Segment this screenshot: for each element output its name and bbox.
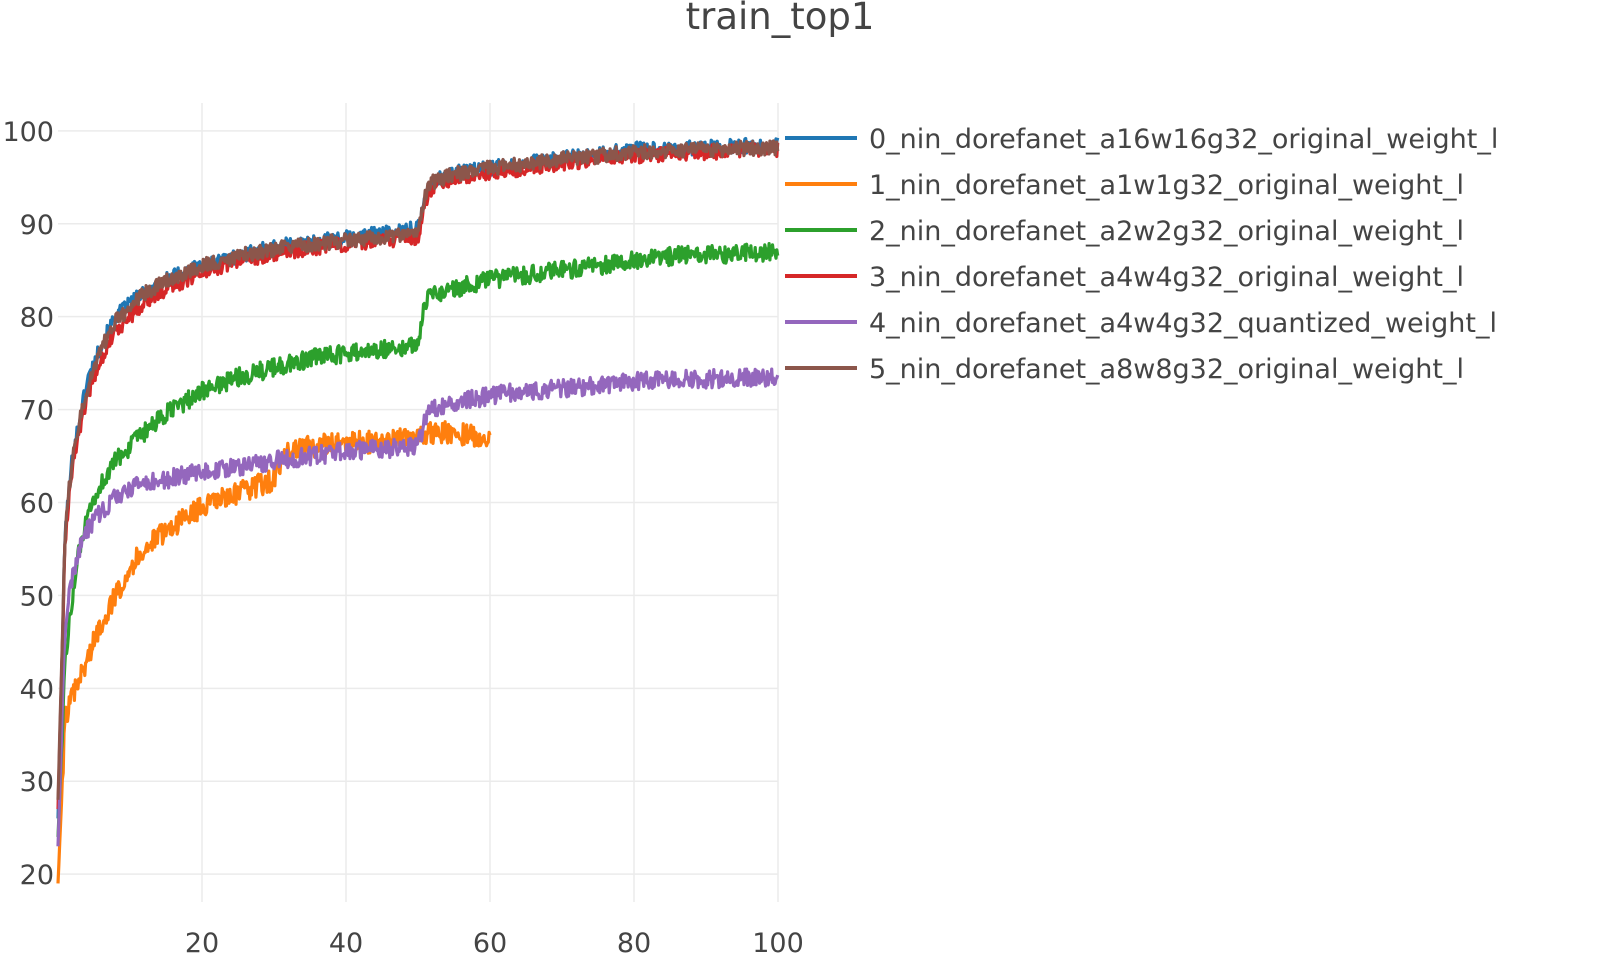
y-tick-label: 70	[20, 396, 54, 427]
x-tick-label: 100	[752, 928, 804, 959]
y-tick-label: 30	[20, 767, 54, 798]
y-tick-label: 100	[2, 117, 54, 148]
legend-label: 5_nin_dorefanet_a8w8g32_original_weight_…	[869, 354, 1464, 385]
y-tick-label: 80	[20, 303, 54, 334]
x-tick-label: 60	[473, 928, 507, 959]
y-tick-label: 20	[20, 860, 54, 891]
series-lines	[56, 136, 780, 884]
legend-item[interactable]: 2_nin_dorefanet_a2w2g32_original_weight_…	[785, 216, 1464, 247]
y-tick-label: 90	[20, 210, 54, 241]
x-tick-label: 20	[185, 928, 219, 959]
legend[interactable]: 0_nin_dorefanet_a16w16g32_original_weigh…	[785, 124, 1498, 385]
legend-item[interactable]: 3_nin_dorefanet_a4w4g32_original_weight_…	[785, 262, 1464, 293]
x-axis: 20 40 60 80 100	[185, 928, 804, 959]
y-tick-label: 40	[20, 674, 54, 705]
series-line-5	[56, 139, 780, 800]
series-line-4	[56, 367, 780, 847]
y-tick-label: 60	[20, 489, 54, 520]
legend-label: 1_nin_dorefanet_a1w1g32_original_weight_…	[869, 170, 1464, 201]
legend-label: 3_nin_dorefanet_a4w4g32_original_weight_…	[869, 262, 1464, 293]
y-axis: 20 30 40 50 60 70 80 90 100	[2, 117, 54, 891]
x-tick-label: 40	[329, 928, 363, 959]
legend-item[interactable]: 1_nin_dorefanet_a1w1g32_original_weight_…	[785, 170, 1464, 201]
chart-title: train_top1	[686, 0, 875, 38]
legend-label: 2_nin_dorefanet_a2w2g32_original_weight_…	[869, 216, 1464, 247]
x-tick-label: 80	[617, 928, 651, 959]
legend-label: 0_nin_dorefanet_a16w16g32_original_weigh…	[869, 124, 1498, 155]
legend-item[interactable]: 5_nin_dorefanet_a8w8g32_original_weight_…	[785, 354, 1464, 385]
series-line-2	[56, 242, 780, 838]
y-tick-label: 50	[20, 581, 54, 612]
legend-item[interactable]: 4_nin_dorefanet_a4w4g32_quantized_weight…	[785, 308, 1497, 339]
legend-item[interactable]: 0_nin_dorefanet_a16w16g32_original_weigh…	[785, 124, 1498, 155]
legend-label: 4_nin_dorefanet_a4w4g32_quantized_weight…	[869, 308, 1497, 339]
